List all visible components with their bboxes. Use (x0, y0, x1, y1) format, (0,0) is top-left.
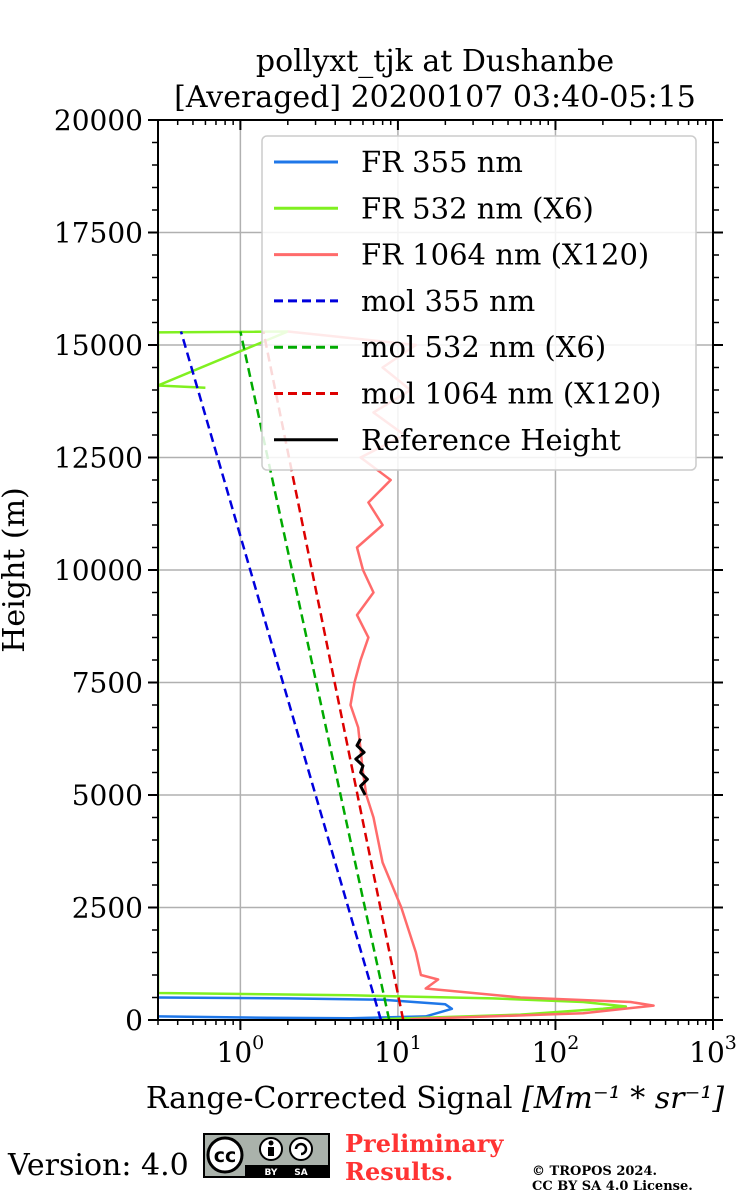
cc-by-sa-badge[interactable]: cc BY SA (203, 1133, 330, 1178)
y-tick-label: 7500 (72, 667, 143, 700)
y-axis-label: Height (m) (0, 487, 32, 652)
chart-title-line2: [Averaged] 20200107 03:40-05:15 (174, 80, 696, 115)
y-tick-label: 5000 (72, 779, 143, 812)
series-line-reference-height (354, 738, 369, 796)
legend-label-mol-532-nm-x6: mol 532 nm (X6) (361, 330, 606, 364)
y-tick-label: 2500 (72, 892, 143, 925)
legend-label-reference-height: Reference Height (361, 423, 621, 457)
copyright-line2: CC BY SA 4.0 License. (532, 1179, 693, 1194)
y-tick-label: 15000 (54, 329, 143, 362)
legend: FR 355 nm FR 532 nm (X6) FR 1064 nm (X120)… (261, 135, 697, 471)
series-line-fr-355-nm (158, 996, 454, 1020)
cc-by-label: BY (265, 1168, 278, 1178)
legend-label-fr-532-nm-x6: FR 532 nm (X6) (361, 191, 594, 225)
legend-box (261, 135, 697, 471)
x-tick-label: 103 (689, 1032, 737, 1069)
copyright-notice: © TROPOS 2024. CC BY SA 4.0 License. (532, 1164, 693, 1194)
legend-label-fr-1064-nm-x120: FR 1064 nm (X120) (361, 238, 649, 272)
preliminary-line2: Results. (345, 1157, 454, 1186)
y-tick-label: 20000 (54, 104, 143, 137)
share-alike-icon (289, 1137, 313, 1161)
axis-ticks: 100 101 102 103 0 2500 5000 7500 10000 12500 15000… (54, 104, 737, 1069)
y-tick-label: 0 (125, 1004, 143, 1037)
x-axis-label-units: [Mm⁻¹ * sr⁻¹] (522, 1081, 724, 1116)
x-tick-label: 101 (374, 1032, 422, 1069)
x-axis-label-text: Range-Corrected Signal (146, 1081, 513, 1116)
x-axis-label: Range-Corrected Signal [Mm⁻¹ * sr⁻¹] (146, 1081, 724, 1116)
cc-icon (206, 1136, 244, 1174)
legend-label-mol-355-nm: mol 355 nm (361, 284, 535, 318)
y-tick-label: 10000 (54, 554, 143, 587)
series-line-mol-532-nm-x6 (239, 331, 391, 1020)
y-tick-label: 17500 (54, 217, 143, 250)
legend-label-fr-355-nm: FR 355 nm (361, 145, 523, 179)
chart-title-line1: pollyxt_tjk at Dushanbe (256, 44, 614, 79)
cc-icon-label: cc (214, 1145, 237, 1167)
version-label: Version: 4.0 (8, 1148, 189, 1183)
series-line-mol-355-nm (179, 331, 383, 1020)
cc-sa-label: SA (294, 1168, 307, 1178)
preliminary-line1: Preliminary (345, 1129, 504, 1158)
copyright-line1: © TROPOS 2024. (532, 1164, 658, 1179)
x-tick-label: 102 (532, 1032, 580, 1069)
legend-label-mol-1064-nm-x120: mol 1064 nm (X120) (361, 377, 662, 411)
x-tick-label: 100 (217, 1032, 265, 1069)
signal-profile-chart: pollyxt_tjk at Dushanbe [Averaged] 20200… (0, 44, 737, 1116)
series-line-mol-1064-nm-x120 (262, 331, 405, 1020)
preliminary-results-label: Preliminary Results. (345, 1130, 503, 1186)
y-tick-label: 12500 (54, 442, 143, 475)
